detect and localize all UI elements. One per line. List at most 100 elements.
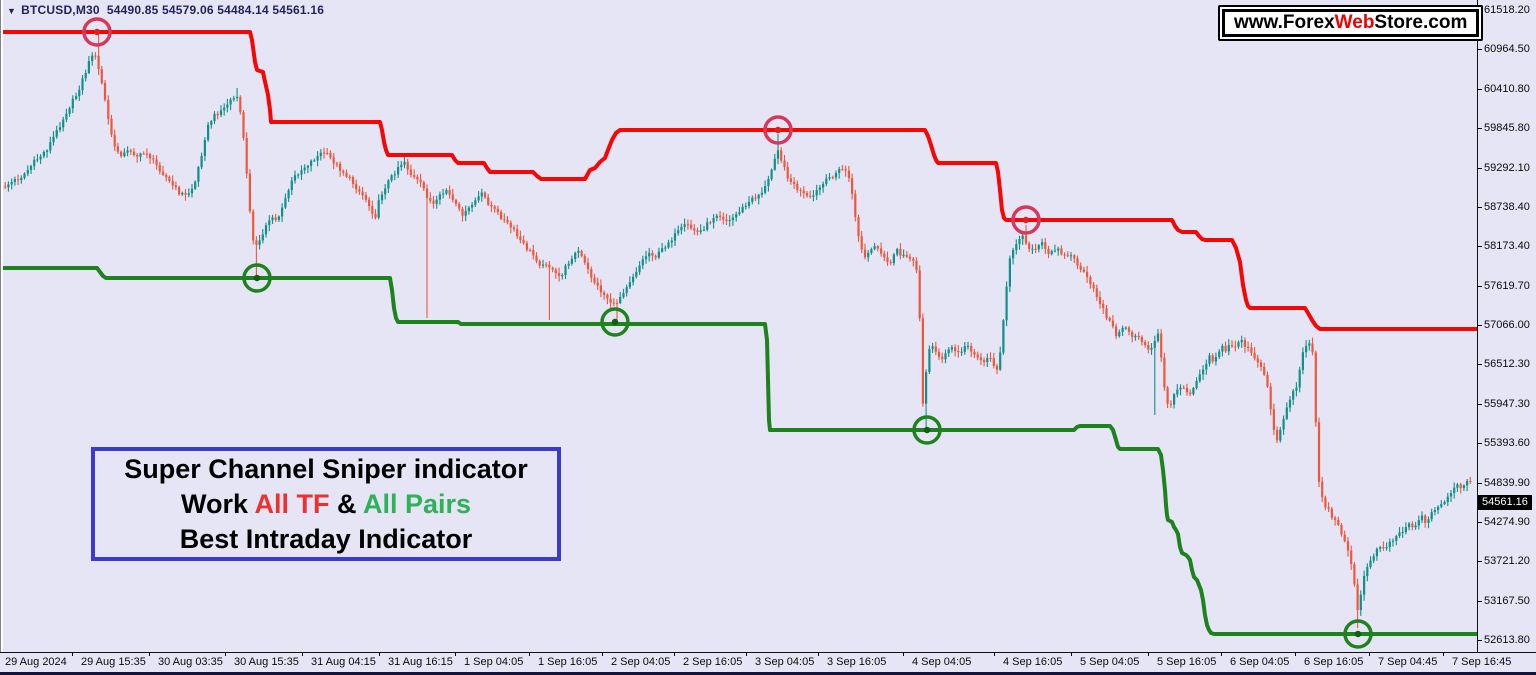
bear-candle (1343, 534, 1346, 542)
symbol-info-bar[interactable]: ▼ BTCUSD,M30 54490.85 54579.06 54484.14 5… (7, 3, 324, 17)
bear-candle (535, 255, 538, 262)
bear-candle (841, 169, 844, 171)
bull-candle (635, 271, 638, 277)
bear-candle (368, 199, 371, 206)
bear-candle (100, 69, 103, 84)
bull-candle (1002, 320, 1005, 353)
time-axis-label: 29 Aug 15:35 (81, 656, 146, 668)
bear-candle (1137, 335, 1140, 338)
bear-candle (915, 260, 918, 271)
bull-candle (380, 194, 384, 201)
bull-candle (126, 150, 129, 153)
price-axis-tick (1477, 128, 1482, 129)
bear-candle (937, 351, 941, 357)
bull-candle (1401, 532, 1404, 534)
bull-candle (1118, 332, 1121, 337)
bear-candle (120, 151, 123, 157)
time-axis-tick (1443, 652, 1444, 656)
bear-candle (548, 264, 551, 268)
bull-candle (303, 167, 306, 171)
bear-candle (899, 249, 902, 256)
window-edge-highlight (1, 0, 3, 652)
bear-candle (970, 346, 973, 352)
bear-candle (493, 206, 496, 209)
bear-candle (332, 157, 335, 164)
sell-signal-circle-dot (774, 126, 782, 134)
bear-candle (364, 195, 367, 200)
bull-candle (664, 247, 667, 249)
chevron-down-icon[interactable]: ▼ (7, 6, 17, 16)
bear-candle (754, 197, 757, 199)
bear-candle (1115, 326, 1118, 337)
bull-candle (1404, 527, 1407, 533)
price-axis-separator (1477, 0, 1478, 653)
bear-candle (1028, 243, 1031, 249)
bear-candle (851, 178, 854, 194)
bull-candle (1462, 485, 1465, 489)
price-axis-label: 52613.80 (1484, 634, 1530, 646)
bear-candle (1411, 523, 1414, 528)
bull-candle (683, 224, 686, 227)
bear-candle (1269, 386, 1272, 410)
time-axis-label: 29 Aug 2024 (5, 656, 67, 668)
bear-candle (136, 154, 139, 157)
bull-candle (751, 197, 754, 202)
bull-candle (213, 113, 216, 122)
candlestick-chart[interactable] (0, 0, 1477, 652)
bear-candle (1382, 547, 1385, 549)
price-axis-label: 57066.00 (1484, 319, 1530, 331)
bull-candle (648, 253, 651, 257)
bull-candle (84, 73, 87, 79)
bull-candle (706, 222, 709, 230)
time-axis-tick (602, 652, 603, 656)
bull-candle (747, 201, 751, 206)
bear-candle (406, 161, 409, 170)
buy-signal-circle (912, 415, 942, 445)
bear-candle (831, 177, 834, 179)
bull-candle (770, 169, 773, 180)
time-axis-label: 5 Sep 16:05 (1157, 656, 1217, 668)
bull-candle (219, 110, 223, 115)
bull-candle (657, 251, 660, 258)
bear-candle (1337, 519, 1340, 525)
bull-candle (1005, 286, 1008, 321)
bear-candle (184, 192, 187, 195)
bear-candle (1247, 347, 1250, 348)
bull-candle (1134, 335, 1137, 338)
bull-candle (1202, 369, 1205, 375)
bear-candle (1276, 429, 1279, 441)
price-axis-tick (1477, 404, 1482, 405)
price-axis-tick (1477, 640, 1482, 641)
bear-candle (690, 224, 693, 229)
time-axis-label: 1 Sep 16:05 (538, 656, 598, 668)
bull-candle (1279, 429, 1282, 441)
bull-candle (834, 173, 838, 178)
bear-candle (1098, 297, 1102, 304)
bear-candle (532, 250, 535, 256)
bear-candle (1073, 255, 1076, 259)
bull-candle (226, 104, 229, 108)
bear-candle (97, 55, 100, 70)
bull-candle (896, 249, 899, 255)
bear-candle (345, 172, 348, 177)
bear-candle (1024, 235, 1028, 244)
bull-candle (1218, 351, 1221, 357)
bull-candle (902, 254, 905, 256)
bull-candle (46, 150, 49, 152)
bull-candle (52, 136, 55, 143)
bull-candle (290, 180, 293, 191)
promo-line-3: Best Intraday Indicator (179, 523, 473, 554)
time-axis-label: 7 Sep 04:45 (1378, 656, 1438, 668)
bear-candle (168, 177, 171, 181)
bull-candle (277, 216, 280, 220)
bull-candle (644, 256, 648, 260)
bear-candle (793, 182, 796, 184)
bull-candle (1414, 525, 1417, 528)
bull-candle (625, 287, 628, 293)
bear-candle (905, 254, 908, 257)
bear-candle (719, 215, 722, 217)
bear-candle (165, 174, 168, 178)
bull-candle (78, 89, 81, 97)
bear-candle (1256, 358, 1259, 363)
bear-candle (976, 354, 979, 358)
